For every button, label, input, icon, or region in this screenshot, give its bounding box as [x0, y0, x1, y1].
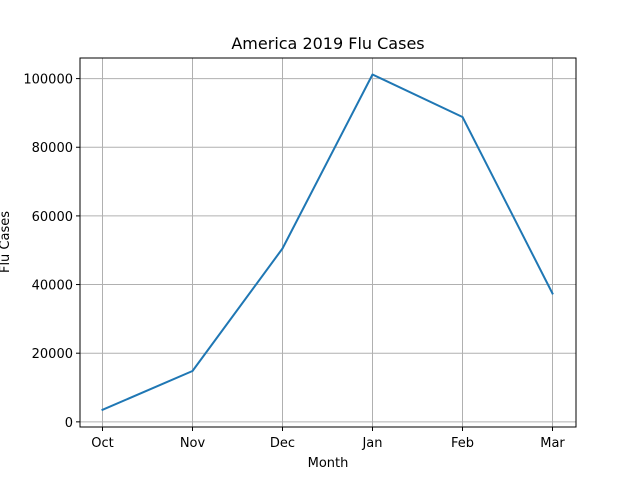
x-tick-label: Jan	[361, 436, 382, 451]
y-axis-ticks: 0 20000 40000 60000 80000 100000	[23, 73, 80, 431]
series-layer	[101, 73, 554, 412]
y-tick-label: 20000	[32, 347, 73, 362]
x-tick-label: Feb	[451, 436, 474, 451]
x-axis-ticks: Oct Nov Dec Jan Feb Mar	[91, 427, 565, 451]
chart-title: America 2019 Flu Cases	[231, 34, 424, 53]
y-tick-label: 40000	[32, 279, 73, 294]
y-tick-label: 60000	[32, 210, 73, 225]
plot-frame	[79, 57, 577, 428]
series-line	[101, 73, 554, 412]
x-tick-label: Dec	[270, 436, 295, 451]
y-axis-label: Flu Cases	[0, 211, 13, 273]
x-tick-label: Mar	[540, 436, 565, 451]
y-tick-label: 80000	[32, 141, 73, 156]
x-tick-label: Oct	[91, 436, 113, 451]
x-axis-label: Month	[308, 456, 349, 471]
y-tick-label: 0	[65, 416, 73, 431]
x-tick-label: Nov	[180, 436, 206, 451]
grid-lines	[80, 58, 576, 427]
y-tick-label: 100000	[23, 73, 73, 88]
